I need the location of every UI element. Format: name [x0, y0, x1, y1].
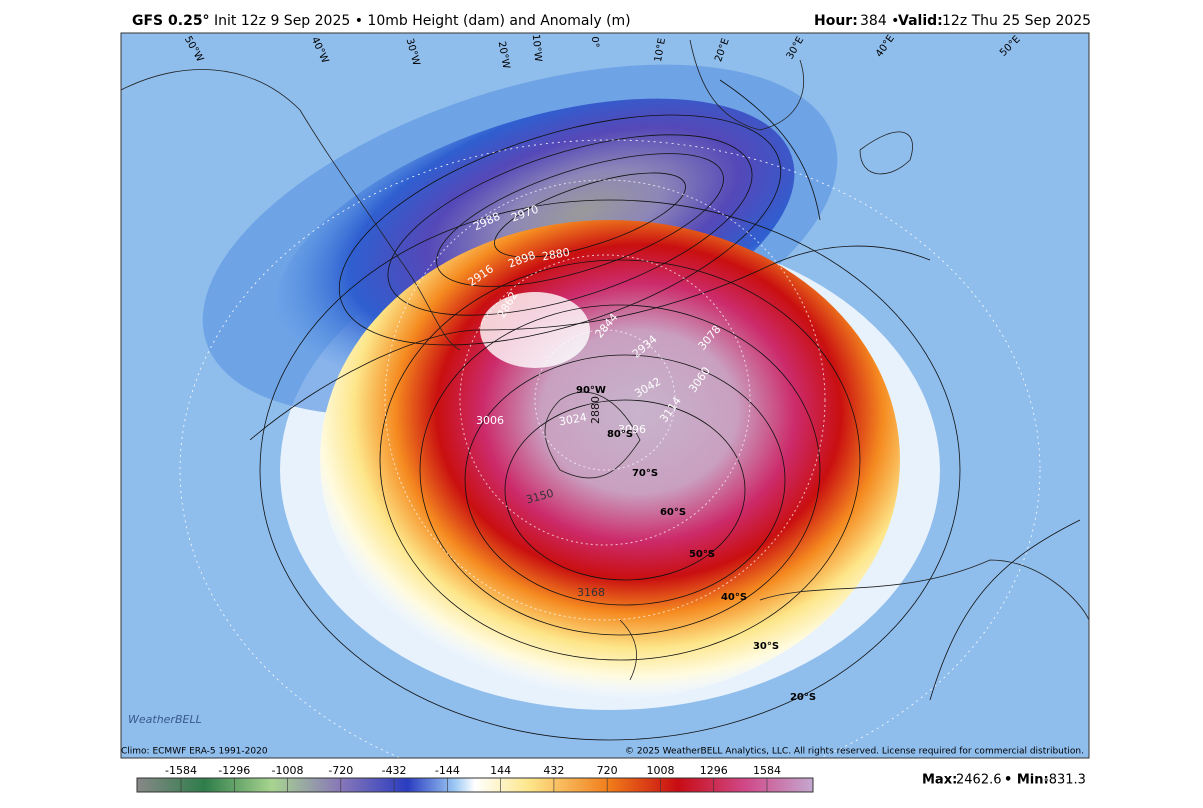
colorbar-tick-label: 432	[543, 764, 564, 777]
hour-label: Hour:	[814, 13, 858, 29]
colorbar-tick-label: -720	[328, 764, 353, 777]
copyright: © 2025 WeatherBELL Analytics, LLC. All r…	[625, 747, 1084, 757]
latitude-label: 60°S	[660, 507, 686, 518]
latitude-label: 20°S	[790, 692, 816, 703]
colorbar-tick-label: -1008	[272, 764, 304, 777]
contour-label: 3096	[618, 423, 646, 436]
hour: 384 •	[860, 13, 899, 29]
colorbar-tick-label: -1584	[165, 764, 197, 777]
ring	[459, 254, 751, 546]
logo: WeatherBELL	[128, 713, 202, 726]
contour-label: 3024	[558, 411, 588, 429]
valid-label: Valid:	[898, 13, 943, 29]
hole	[480, 292, 590, 368]
colorbar-tick-label: 144	[490, 764, 511, 777]
ring	[384, 179, 826, 621]
latitude-label: 40°S	[721, 592, 747, 603]
contour-label: 3006	[476, 414, 504, 427]
map-frame	[120, 32, 1090, 759]
longitude-label: 20°W	[496, 41, 512, 70]
subtitle: Init 12z 9 Sep 2025 • 10mb Height (dam) …	[214, 13, 631, 29]
min-label: • Min:	[1004, 773, 1049, 788]
latitude-label: 70°S	[632, 468, 658, 479]
colorbar-tick-label: -1296	[218, 764, 250, 777]
longitude-label: 10°E	[653, 37, 668, 63]
model: GFS 0.25°	[132, 13, 210, 29]
pos-anomaly	[320, 220, 900, 700]
latitude-label: 90°W	[576, 385, 606, 396]
valid: 12z Thu 25 Sep 2025	[942, 13, 1091, 29]
climo: Climo: ECMWF ERA-5 1991-2020	[121, 747, 268, 757]
latitude-label: 50°S	[689, 549, 715, 560]
latitude-label: 30°S	[753, 641, 779, 652]
contour-label: 2880	[589, 396, 602, 424]
contours	[179, 79, 1081, 758]
contour-label: 3168	[577, 586, 605, 599]
longitude-label: 0°	[589, 36, 600, 47]
max-label: Max:	[922, 773, 957, 788]
colorbar-tick-label: 720	[597, 764, 618, 777]
lat-rings	[384, 179, 826, 621]
latitude-label: 80°S	[607, 429, 633, 440]
ring	[534, 329, 676, 471]
colorbar-tick-label: -432	[382, 764, 407, 777]
contour-label: 2880	[541, 246, 571, 264]
colorbar-tick-label: 1584	[753, 764, 781, 777]
colorbar	[136, 777, 814, 793]
coastlines	[121, 39, 1089, 681]
longitude-label: 10°W	[530, 34, 543, 63]
colorbar-tick-label: -144	[435, 764, 460, 777]
min: -831.3	[1044, 773, 1086, 788]
max: 2462.6	[956, 773, 1002, 788]
colorbar-tick-label: 1296	[700, 764, 728, 777]
colorbar-tick-label: 1008	[646, 764, 674, 777]
